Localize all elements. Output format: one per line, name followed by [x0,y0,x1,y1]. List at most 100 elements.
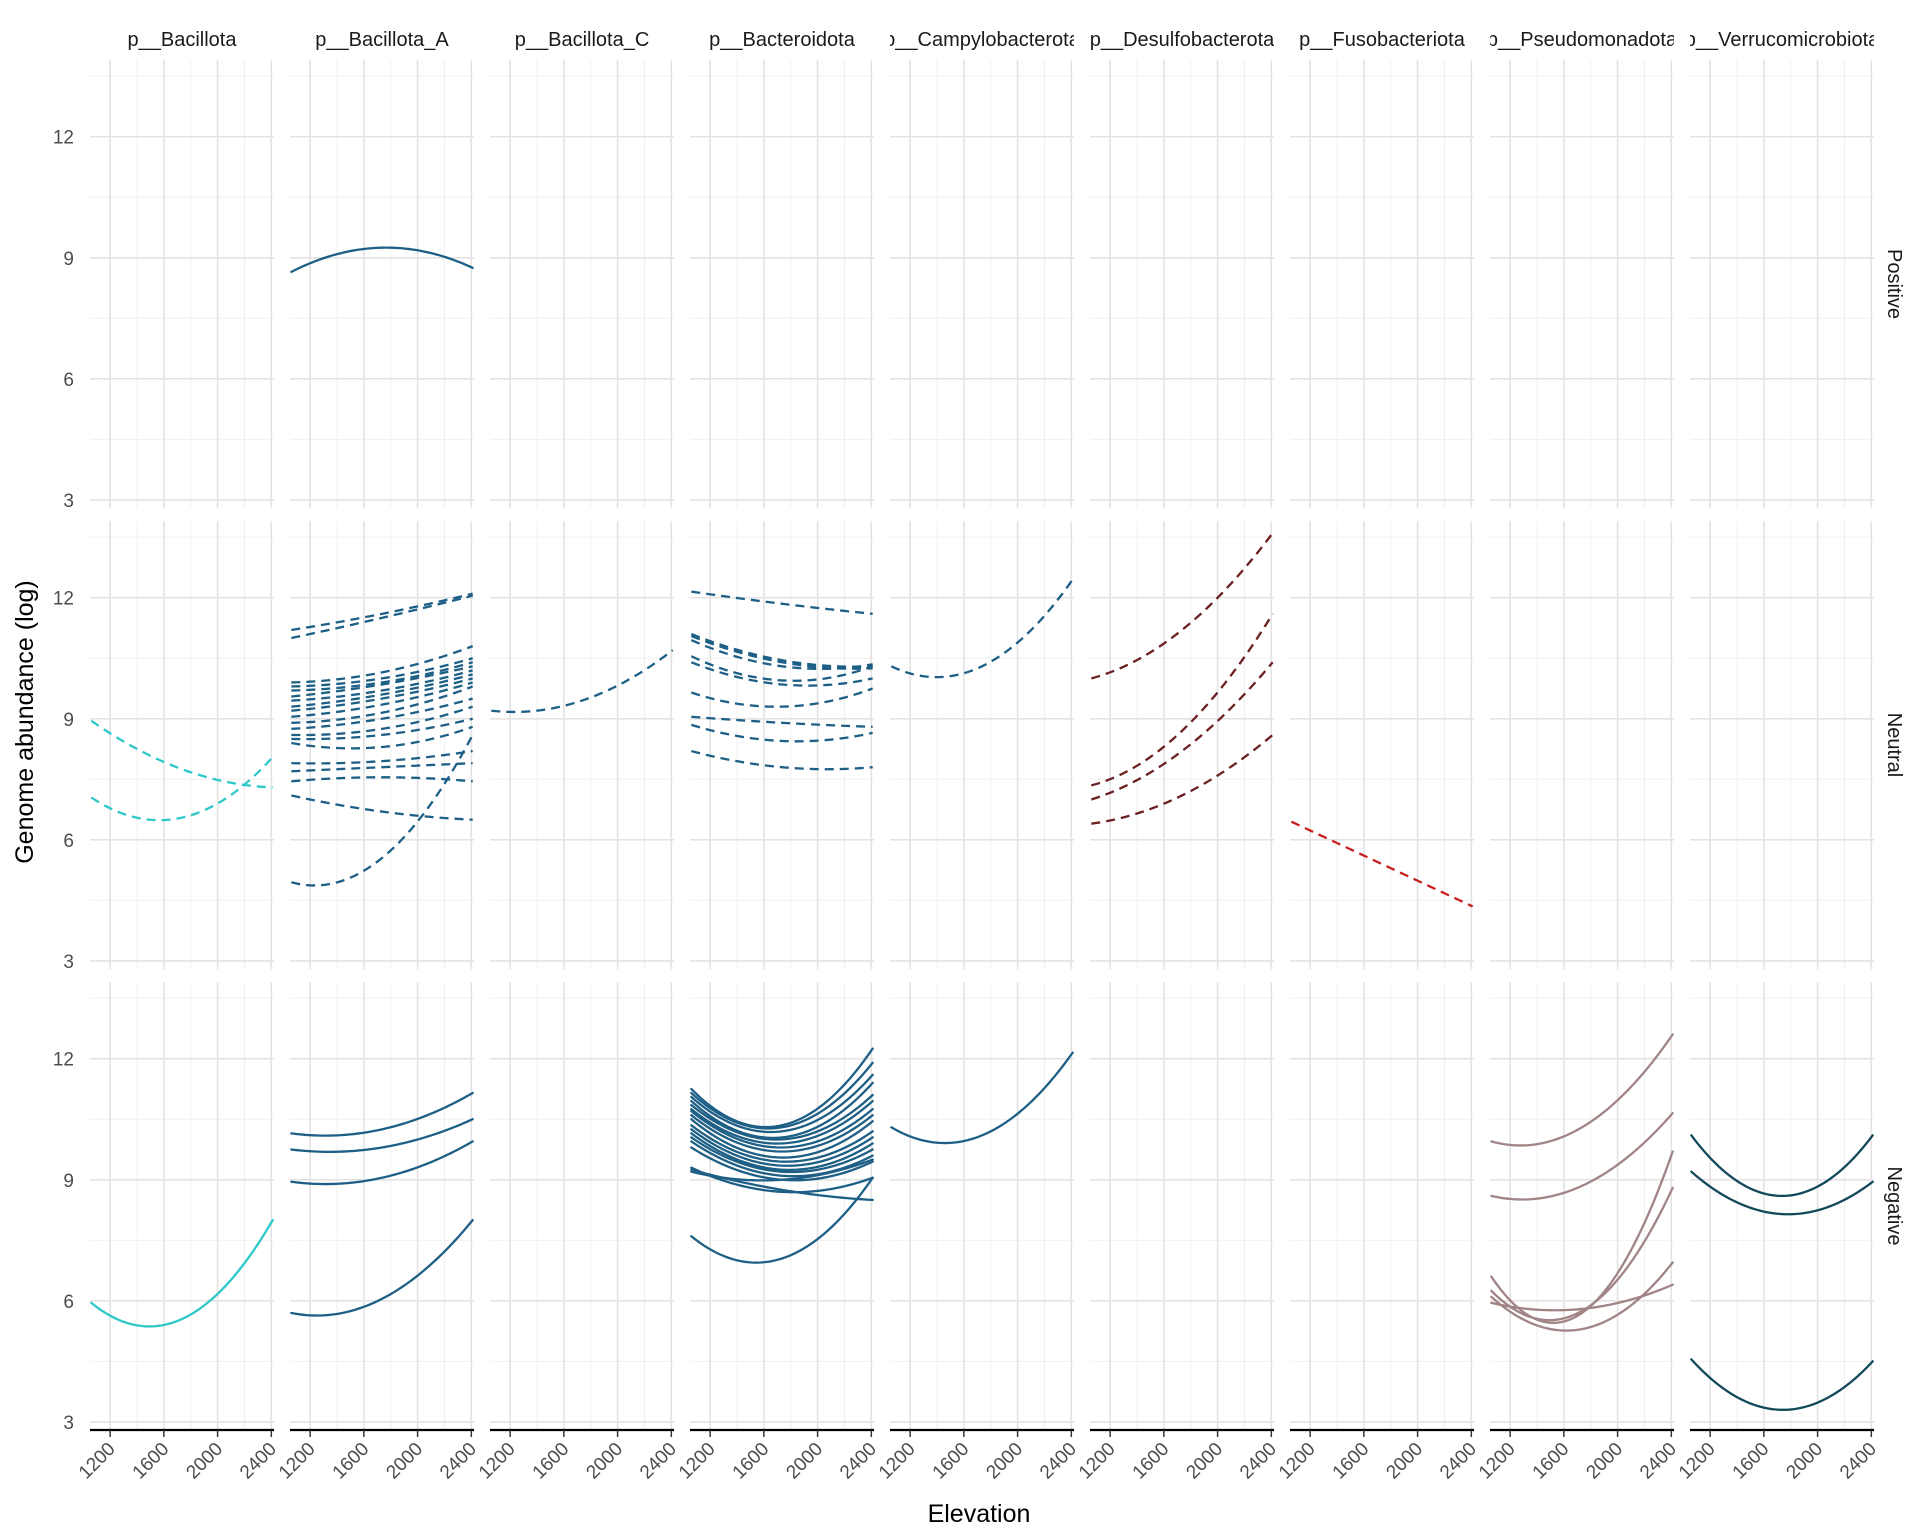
series-line [1091,613,1274,787]
x-tick-label: 1600 [729,1439,774,1484]
x-tick-label: 2000 [1182,1439,1227,1484]
series-line [691,715,873,728]
x-tick-label: 2400 [1036,1439,1081,1484]
series-line [291,594,473,640]
x-tick-label: 2000 [1382,1439,1427,1484]
series-line [291,592,473,632]
x-tick-label: 2400 [236,1439,281,1484]
x-axis-panel: 1200 1600 2000 2400 [75,1428,281,1484]
x-tick-label: 1200 [1075,1439,1120,1484]
series-line [290,1218,474,1317]
series-line [690,1099,874,1145]
series-line [890,1051,1074,1145]
series-line [290,1091,474,1137]
panel-grid [690,982,874,1430]
series-line [291,725,474,750]
y-axis-tick-labels: 3 6 9 12 3 6 9 12 3 6 9 12 [53,128,74,1434]
series-line [291,645,474,684]
panel-series-group [1490,1033,1674,1332]
series-line [1290,820,1474,908]
y-tick-label: 12 [53,1050,74,1071]
panel-series-group [690,590,874,771]
panel-series-group [90,1218,274,1328]
series-line [291,749,473,765]
panel-grid [290,60,474,508]
panel-grid [1290,521,1474,969]
x-axis-panel: 1200 1600 2000 2400 [1675,1428,1881,1484]
panel-grid [490,521,674,969]
series-line [291,681,473,718]
series-line [690,1132,874,1172]
column-strip-label: p__Bacillota [128,29,238,51]
series-line [291,661,473,692]
y-tick-label: 3 [63,1413,74,1434]
series-line [690,1168,874,1202]
panel-grid [1690,60,1874,508]
y-tick-label: 3 [63,491,74,512]
series-line [690,655,874,682]
panel-grid [1090,521,1274,969]
panel-grid [1690,982,1874,1430]
y-tick-label: 6 [63,370,74,391]
panel-grid [490,982,674,1430]
row-strip-label: Negative [1883,1167,1905,1246]
x-tick-label: 2000 [1582,1439,1627,1484]
x-tick-label: 1600 [1729,1439,1774,1484]
panel-grid [90,60,274,508]
x-axis-panel: 1200 1600 2000 2400 [675,1428,881,1484]
x-axis-panel: 1200 1600 2000 2400 [475,1428,681,1484]
y-tick-label: 12 [53,589,74,610]
x-tick-label: 1200 [1275,1439,1320,1484]
x-tick-label: 2400 [1236,1439,1281,1484]
series-line [290,1118,474,1153]
row-strip-label: Neutral [1883,713,1905,777]
x-tick-label: 2400 [636,1439,681,1484]
series-line [1490,1283,1674,1312]
x-tick-label: 1200 [875,1439,920,1484]
series-line [1091,532,1274,680]
series-line [890,578,1074,679]
series-line [90,719,273,789]
series-line [690,661,873,687]
series-line [491,649,674,714]
x-tick-label: 2000 [382,1439,427,1484]
series-line [1690,1134,1874,1198]
series-line [291,677,473,712]
x-axis-panel: 1200 1600 2000 2400 [1475,1428,1681,1484]
y-tick-label: 3 [63,952,74,973]
panel-grid [1490,60,1674,508]
panel-grid [690,521,874,969]
y-tick-label: 6 [63,1292,74,1313]
series-line [690,1158,874,1182]
series-line [690,1176,874,1264]
panel-grid [1490,982,1674,1430]
panel-grid [490,60,674,508]
series-line [690,1136,874,1174]
y-tick-label: 9 [63,710,74,731]
y-tick-label: 6 [63,831,74,852]
panel-grid [90,982,274,1430]
x-axis-panel: 1200 1600 2000 2400 [875,1428,1081,1484]
x-tick-label: 1200 [1675,1439,1720,1484]
column-strip-label: p__Bacillota_A [315,29,449,51]
series-line [690,639,873,671]
x-tick-label: 1200 [675,1439,720,1484]
x-tick-label: 1200 [75,1439,120,1484]
column-strip-label: p__Fusobacteriota [1299,29,1466,51]
x-tick-label: 1600 [129,1439,174,1484]
series-line [1690,1358,1874,1411]
series-line [690,1073,874,1134]
x-tick-label: 2000 [982,1439,1027,1484]
column-strip-label: p__Pseudomonadota [1487,29,1678,51]
column-strip-label: p__Desulfobacterota [1090,29,1275,51]
y-axis-title: Genome abundance (log) [11,580,39,864]
x-axis-panel: 1200 1600 2000 2400 [275,1428,481,1484]
panel-grid [1090,982,1274,1430]
series-line [291,776,473,783]
x-axis-panel: 1200 1600 2000 2400 [1275,1428,1481,1484]
series-line [291,685,474,724]
x-tick-label: 1600 [1329,1439,1374,1484]
series-line [690,1107,874,1149]
